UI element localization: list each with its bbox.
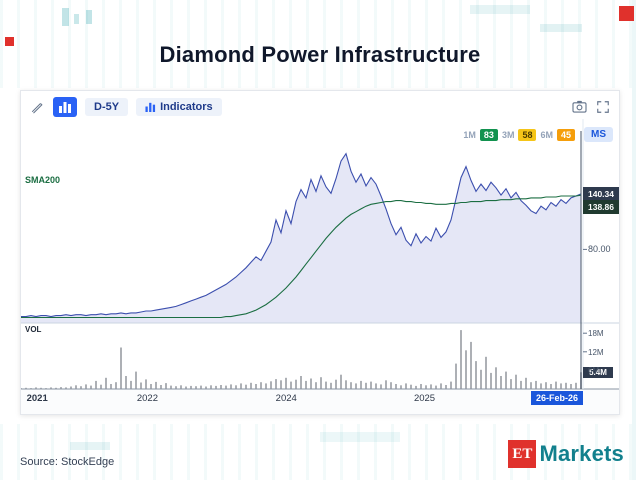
date-badge: 26-Feb-26: [530, 391, 583, 405]
sma-value-badge: 138.86: [583, 200, 619, 215]
background-candle-mark: [74, 14, 79, 24]
indicators-button[interactable]: Indicators: [136, 97, 222, 116]
snapshot-camera-icon[interactable]: [571, 99, 587, 115]
chart-toolbar: D-5Y Indicators: [21, 91, 619, 119]
markets-wordmark: Markets: [539, 441, 624, 466]
x-axis-label: 2021: [26, 393, 48, 404]
interval-button[interactable]: D-5Y: [85, 97, 129, 116]
background-candle-mark: [86, 10, 92, 24]
chart-card: D-5Y Indicators 1M 83 3M 58 6M 45 MS SMA…: [20, 90, 620, 415]
volume-axis-tick: 18M: [588, 329, 604, 339]
score-badge-6m: 45: [556, 128, 575, 141]
score-badge-1m: 83: [479, 128, 498, 141]
chart-area: 1M 83 3M 58 6M 45 MS SMA200 VOL 140.34 1…: [21, 119, 619, 414]
source-credit: Source: StockEdge: [20, 456, 114, 468]
price-volume-chart[interactable]: [21, 119, 619, 414]
source-value: StockEdge: [60, 456, 115, 468]
red-accent-square: [5, 37, 14, 46]
x-axis-label: 2022: [136, 393, 159, 404]
background-pattern-block: [470, 5, 530, 14]
et-logo-box: ET: [508, 440, 537, 468]
indicators-label: Indicators: [160, 100, 213, 113]
background-pattern-block: [540, 24, 582, 32]
chart-type-button[interactable]: [53, 96, 77, 117]
volume-label: VOL: [25, 325, 42, 334]
background-edge-stripe: [632, 0, 636, 480]
score-period-1m: 1M: [463, 129, 476, 140]
score-badge-3m: 58: [518, 128, 537, 141]
background-pattern-block: [320, 432, 400, 442]
page-title: Diamond Power Infrastructure: [159, 42, 481, 67]
red-accent-square: [619, 6, 634, 21]
x-axis-label: 2024: [275, 393, 297, 404]
draw-icon[interactable]: [29, 99, 45, 115]
source-label: Source:: [20, 456, 58, 468]
background-pattern-block: [70, 442, 110, 450]
score-row: 1M 83 3M 58 6M 45 MS: [463, 127, 613, 142]
volume-axis-tick: 12M: [588, 347, 604, 357]
x-axis-label: 2025: [413, 393, 436, 404]
sma200-label: SMA200: [25, 175, 61, 185]
last-price-badge: 140.34: [583, 186, 619, 201]
ms-button[interactable]: MS: [584, 127, 613, 142]
volume-axis-tick: 6M: [588, 366, 600, 376]
fullscreen-icon[interactable]: [595, 99, 611, 115]
indicators-icon: [145, 101, 156, 112]
et-markets-logo: ET Markets: [508, 440, 624, 468]
score-period-3m: 3M: [501, 129, 515, 140]
score-period-6m: 6M: [540, 129, 553, 140]
background-candle-mark: [62, 8, 69, 26]
bar-chart-icon: [58, 101, 72, 113]
last-volume-badge: 5.4M: [583, 367, 613, 379]
price-axis-tick: 80.00: [588, 244, 611, 255]
